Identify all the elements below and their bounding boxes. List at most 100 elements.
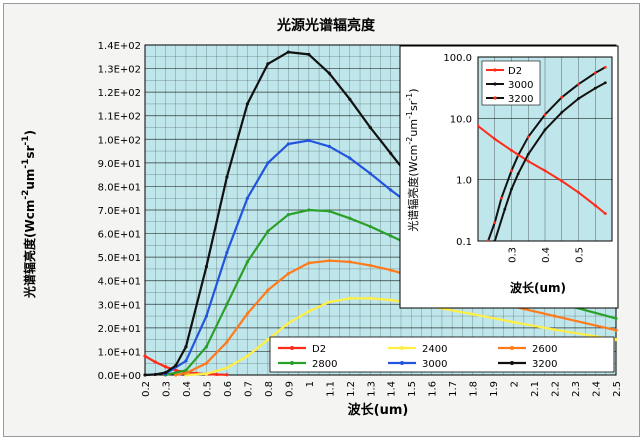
data-point-2800 (204, 345, 209, 349)
data-point-2800 (614, 316, 618, 321)
inset-data-point-3200 (543, 113, 547, 117)
inset-data-point-3200 (516, 153, 520, 157)
data-point-2600 (348, 260, 352, 264)
inset-y-axis-label-part: sr (407, 100, 420, 111)
data-point-3200 (204, 264, 209, 269)
data-point-3200 (174, 363, 178, 368)
inset-data-point-3000 (593, 86, 597, 90)
y-axis-label-part: um (23, 169, 37, 190)
data-point-3200 (389, 151, 393, 156)
inset-series-group (478, 65, 607, 241)
legend-marker-2400 (400, 346, 404, 350)
inset-data-point-D2 (478, 124, 480, 128)
y-tick-label: 9.0E+01 (98, 159, 141, 170)
data-point-3200 (348, 97, 352, 101)
data-point-D2 (143, 354, 147, 358)
inset-x-axis-label: 波长(um) (510, 280, 566, 295)
inset-data-point-D2 (510, 149, 513, 152)
data-point-2400 (307, 309, 311, 313)
x-axis-label: 波长(um) (348, 402, 409, 418)
inset-data-point-3000 (503, 207, 507, 211)
data-point-3200 (143, 373, 147, 377)
data-point-2800 (307, 208, 311, 212)
data-point-2400 (614, 338, 618, 342)
inset-y-axis-label-part: -1 (405, 93, 414, 101)
data-point-3000 (204, 314, 209, 318)
data-point-2600 (184, 371, 188, 375)
inset-y-tick-label: 1.0 (456, 176, 472, 187)
y-tick-label: 5.0E+01 (98, 253, 141, 264)
legend-marker-2600 (510, 346, 514, 350)
legend-label-2800: 2800 (312, 359, 337, 370)
data-point-3000 (245, 196, 249, 200)
inset-y-axis-label-part: -1 (405, 111, 414, 119)
inset-legend-marker-3000 (493, 82, 497, 86)
data-point-2600 (225, 340, 229, 344)
data-point-3000 (286, 142, 290, 146)
x-tick-label: 1.9 (489, 381, 500, 397)
inset-y-tick-label: 100.0 (443, 53, 472, 64)
data-point-2600 (368, 263, 372, 267)
inset-data-point-3200 (500, 196, 503, 200)
chart-title: 光源光谱辐亮度 (276, 17, 376, 34)
y-axis-label: 光谱辐亮度(Wcm-2um-1sr-1) (21, 130, 37, 299)
x-tick-label: 0.9 (284, 381, 295, 397)
data-point-3200 (307, 52, 311, 57)
legend-label-2600: 2600 (532, 344, 557, 355)
data-point-3200 (225, 175, 229, 179)
inset-legend-label-3200: 3200 (508, 94, 533, 105)
inset-data-point-3200 (493, 221, 497, 224)
inset-data-point-D2 (493, 137, 497, 141)
data-point-2400 (225, 366, 229, 370)
data-point-2400 (471, 312, 475, 316)
inset-data-point-3200 (593, 71, 597, 75)
inset-data-point-D2 (526, 159, 530, 163)
data-point-3200 (184, 345, 188, 349)
data-point-3000 (307, 138, 311, 143)
inset-data-point-D2 (603, 212, 607, 215)
data-point-3000 (348, 156, 352, 160)
data-point-3000 (389, 188, 393, 192)
legend-label-3000: 3000 (422, 359, 447, 370)
data-point-2800 (266, 229, 270, 233)
y-tick-label: 7.0E+01 (98, 206, 141, 217)
y-axis-label-part: sr (23, 145, 37, 158)
inset-y-tick-label: 0.1 (456, 237, 472, 248)
x-tick-label: 0.7 (243, 381, 254, 397)
x-tick-label: 1.1 (325, 381, 336, 397)
data-point-2800 (327, 209, 331, 213)
inset-data-point-3000 (510, 187, 513, 191)
y-tick-label: 1.4E+02 (98, 41, 141, 52)
inset-y-tick-label: 10.0 (450, 114, 472, 125)
inset-data-point-3000 (526, 152, 530, 156)
data-point-2600 (174, 373, 178, 377)
data-point-2400 (266, 338, 270, 342)
inset-data-point-3200 (510, 169, 513, 173)
data-point-2600 (327, 259, 331, 263)
y-tick-label: 2.0E+01 (98, 324, 141, 335)
x-tick-label: 2.2 (551, 381, 562, 397)
inset-y-axis-label-part: -2 (405, 137, 414, 145)
x-tick-label: 0.8 (264, 381, 275, 397)
data-point-2600 (614, 328, 618, 332)
inset-legend-marker-3200 (493, 96, 497, 100)
x-tick-label: 1 (305, 381, 316, 387)
data-point-3200 (245, 102, 249, 106)
data-point-2400 (348, 296, 352, 300)
x-tick-label: 1.7 (448, 381, 459, 397)
x-tick-label: 1.2 (346, 381, 357, 397)
data-point-2800 (348, 216, 352, 220)
data-point-2800 (245, 260, 249, 264)
inset-y-axis-label-part: um (407, 119, 420, 137)
data-point-2800 (286, 213, 290, 217)
data-point-2400 (245, 354, 249, 358)
data-point-2600 (307, 261, 311, 265)
data-point-2400 (204, 372, 209, 376)
inset-legend-label-3000: 3000 (508, 80, 533, 91)
inset-legend-marker-D2 (493, 68, 497, 72)
data-point-2600 (266, 288, 270, 292)
inset-data-point-D2 (593, 204, 597, 207)
legend-label-3200: 3200 (532, 359, 557, 370)
